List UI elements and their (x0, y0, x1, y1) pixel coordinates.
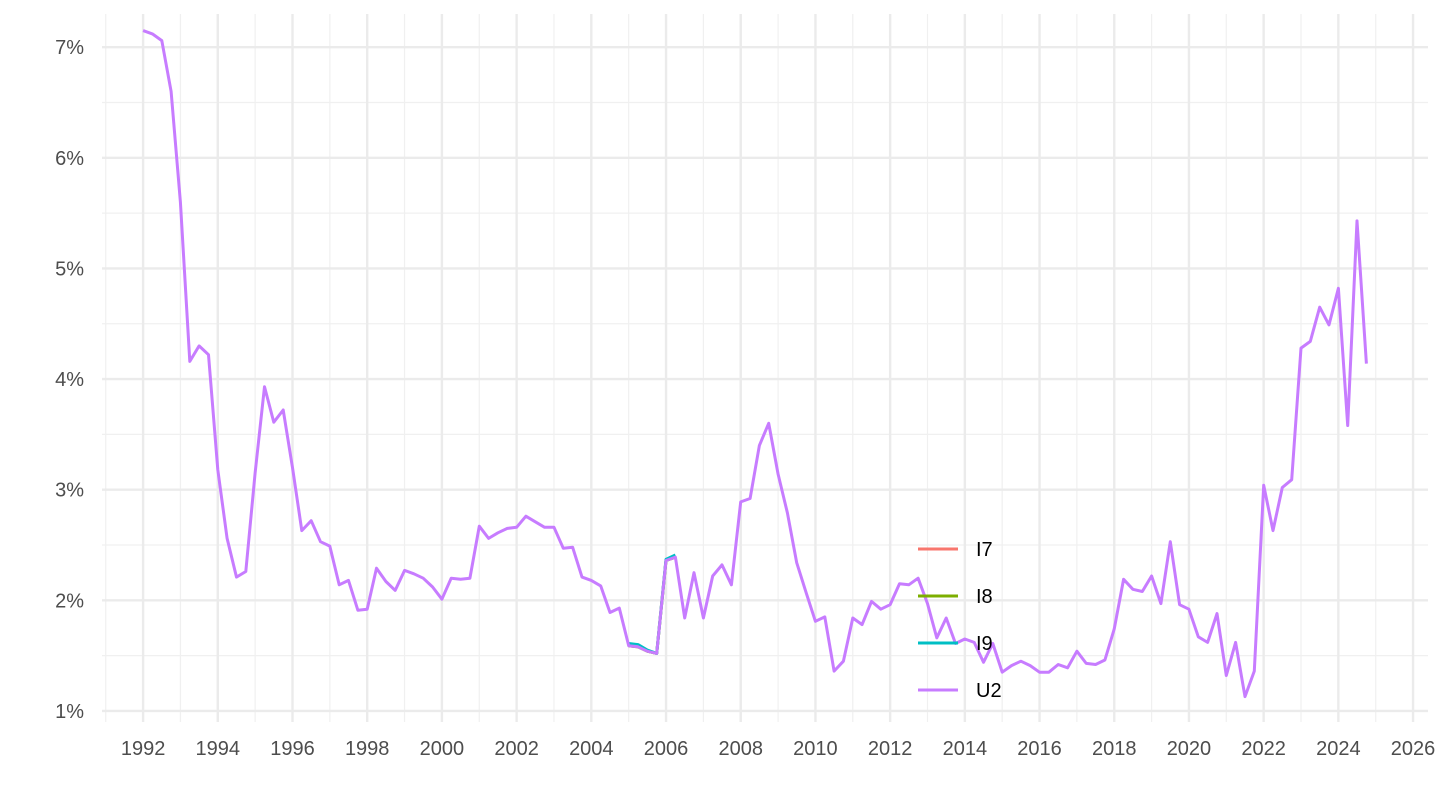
x-tick-label: 1992 (121, 738, 166, 760)
series-line-i9 (628, 553, 677, 655)
y-tick-label: 3% (55, 480, 84, 502)
y-axis-tick-labels: 1% 2% 3% 4% 5% 6% 7% (55, 37, 84, 723)
series-lines (142, 29, 1368, 699)
series-line-i8 (628, 555, 676, 655)
y-tick-label: 6% (55, 148, 84, 170)
legend-label-i8: I8 (976, 586, 993, 608)
x-tick-label: 2006 (644, 738, 689, 760)
legend: I7 I8 I9 U2 (918, 539, 1002, 702)
x-tick-label: 1996 (270, 738, 315, 760)
x-tick-label: 2010 (793, 738, 838, 760)
x-tick-label: 2022 (1241, 738, 1286, 760)
y-tick-label: 2% (55, 590, 84, 612)
legend-label-i9: I9 (976, 633, 993, 655)
x-tick-label: 2018 (1092, 738, 1137, 760)
x-tick-label: 2024 (1316, 738, 1361, 760)
x-tick-label: 2020 (1167, 738, 1212, 760)
minor-gridlines (102, 14, 1428, 722)
x-tick-label: 2012 (868, 738, 913, 760)
x-tick-label: 2002 (494, 738, 539, 760)
major-gridlines (102, 14, 1428, 722)
x-tick-label: 2016 (1017, 738, 1062, 760)
x-tick-label: 2026 (1391, 738, 1436, 760)
x-axis-tick-labels: 1992 1994 1996 1998 2000 2002 2004 2006 2008 2010… (121, 738, 1435, 760)
legend-label-u2: U2 (976, 680, 1002, 702)
y-tick-label: 1% (55, 701, 84, 723)
y-tick-label: 5% (55, 258, 84, 280)
x-tick-label: 1998 (345, 738, 390, 760)
y-tick-label: 7% (55, 37, 84, 59)
x-tick-label: 1994 (196, 738, 241, 760)
x-tick-label: 2014 (943, 738, 988, 760)
series-line-i7 (628, 555, 676, 655)
x-tick-label: 2008 (718, 738, 763, 760)
legend-label-i7: I7 (976, 539, 993, 561)
series-line-u2 (142, 29, 1368, 699)
y-tick-label: 4% (55, 369, 84, 391)
x-tick-label: 2004 (569, 738, 614, 760)
x-tick-label: 2000 (420, 738, 465, 760)
